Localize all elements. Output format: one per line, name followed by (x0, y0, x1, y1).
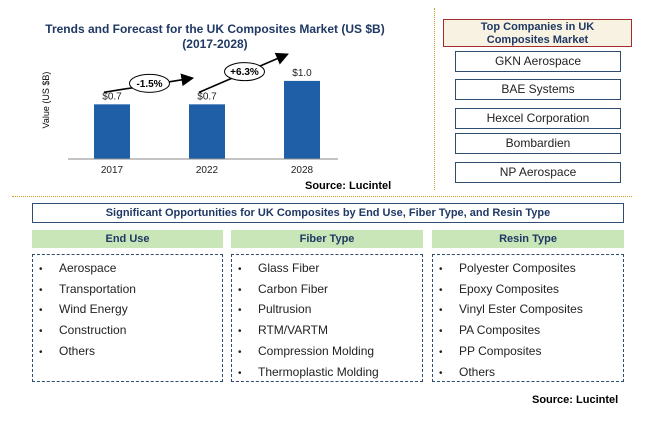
company-gkn-aerospace: GKN Aerospace (455, 51, 621, 72)
x-tick-label-2017: 2017 (101, 165, 124, 176)
company-np-aerospace: NP Aerospace (455, 162, 621, 183)
bullet-icon: • (238, 281, 258, 301)
bullet-icon: • (39, 260, 59, 280)
company-hexcel-corporation: Hexcel Corporation (455, 108, 621, 129)
growth-label-2: +6.3% (230, 67, 259, 78)
bullet-icon: • (238, 343, 258, 363)
bullet-icon: • (439, 322, 459, 342)
fiber-type-list: • Glass Fiber • Carbon Fiber • Pultrusion •… (231, 254, 423, 382)
bullet-icon: • (439, 281, 459, 301)
chart-source: Source: Lucintel (305, 180, 391, 192)
opportunities-title: Significant Opportunities for UK Composi… (32, 203, 624, 223)
bullet-icon: • (238, 260, 258, 280)
bullet-icon: • (39, 281, 59, 301)
resin-type-list: • Polyester Composites • Epoxy Composites … (432, 254, 624, 382)
x-tick-label-2028: 2028 (291, 165, 314, 176)
list-item: • Vinyl Ester Composites (439, 300, 623, 321)
list-item: • Compression Molding (238, 342, 422, 363)
bullet-icon: • (439, 260, 459, 280)
top-companies-title: Top Companies in UK Composites Market (443, 19, 632, 47)
list-item: • Construction (39, 321, 222, 342)
horizontal-divider (12, 196, 632, 197)
bullet-icon: • (39, 301, 59, 321)
list-item: • Polyester Composites (439, 259, 623, 280)
bullet-icon: • (39, 343, 59, 363)
bullet-icon: • (238, 322, 258, 342)
value-label-2017: $0.7 (102, 91, 122, 102)
value-label-2028: $1.0 (292, 68, 312, 79)
list-item: • Others (439, 363, 623, 384)
top-companies-title-line1: Top Companies in UK (444, 21, 631, 34)
list-item: • RTM/VARTM (238, 321, 422, 342)
fiber-type-header: Fiber Type (231, 230, 423, 248)
value-label-2022: $0.7 (197, 91, 217, 102)
bar-2017 (94, 104, 130, 159)
list-item: • Carbon Fiber (238, 280, 422, 301)
bullet-icon: • (238, 301, 258, 321)
list-item: • Pultrusion (238, 300, 422, 321)
list-item: • PA Composites (439, 321, 623, 342)
list-item: • Epoxy Composites (439, 280, 623, 301)
bullet-icon: • (439, 343, 459, 363)
list-item: • Others (39, 342, 222, 363)
end-use-list: • Aerospace • Transportation • Wind Energy … (32, 254, 223, 382)
bar-chart: $0.7 2017 $0.7 2022 $1.0 2028 -1.5% +6.3% (0, 0, 434, 190)
end-use-header: End Use (32, 230, 223, 248)
company-bae-systems: BAE Systems (455, 79, 621, 100)
growth-label-1: -1.5% (136, 79, 162, 90)
bullet-icon: • (439, 364, 459, 384)
bullet-icon: • (39, 322, 59, 342)
list-item: • Wind Energy (39, 300, 222, 321)
bar-2022 (189, 104, 225, 159)
opportunities-source: Source: Lucintel (532, 394, 618, 406)
resin-type-header: Resin Type (432, 230, 624, 248)
top-companies-title-line2: Composites Market (444, 34, 631, 47)
x-tick-label-2022: 2022 (196, 165, 219, 176)
list-item: • Thermoplastic Molding (238, 363, 422, 384)
company-bombardien: Bombardien (455, 133, 621, 154)
bullet-icon: • (439, 301, 459, 321)
list-item: • Aerospace (39, 259, 222, 280)
bar-2028 (284, 81, 320, 159)
vertical-divider (434, 8, 435, 190)
list-item: • PP Composites (439, 342, 623, 363)
bullet-icon: • (238, 364, 258, 384)
list-item: • Transportation (39, 280, 222, 301)
list-item: • Glass Fiber (238, 259, 422, 280)
